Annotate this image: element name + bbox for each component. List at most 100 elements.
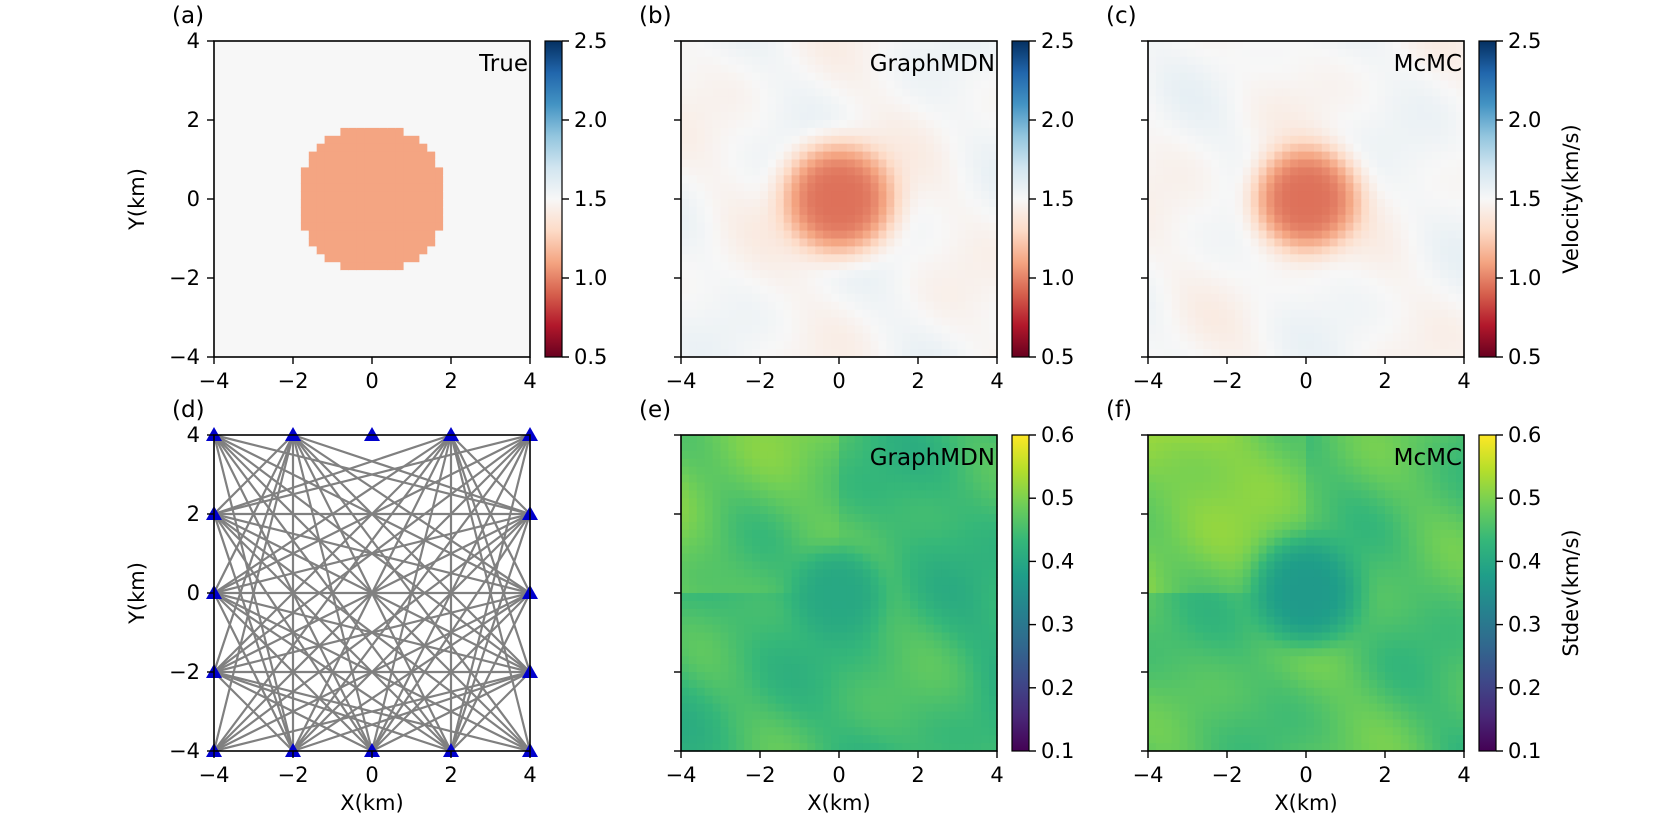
heatmap-cell — [760, 41, 769, 50]
heatmap-cell — [1440, 104, 1449, 113]
heatmap-cell — [451, 143, 460, 153]
heatmap-cell — [387, 175, 397, 184]
heatmap-cell — [1179, 151, 1189, 161]
heatmap-cell — [506, 183, 515, 192]
heatmap-cell — [1392, 270, 1402, 279]
heatmap-cell — [878, 112, 887, 121]
heatmap-cell — [1234, 80, 1244, 89]
heatmap-cell — [775, 333, 785, 342]
heatmap-cell — [490, 349, 499, 358]
heatmap-cell — [767, 64, 777, 74]
heatmap-cell — [720, 80, 729, 89]
heatmap-cell — [1155, 135, 1165, 145]
heatmap-cell — [973, 254, 982, 263]
heatmap-cell — [1148, 214, 1157, 224]
heatmap-cell — [1234, 159, 1244, 168]
heatmap-cell — [395, 151, 405, 161]
heatmap-cell — [245, 341, 255, 350]
heatmap-cell — [1424, 199, 1433, 208]
heatmap-cell — [1203, 72, 1212, 82]
heatmap-cell — [989, 175, 998, 184]
heatmap-cell — [1353, 48, 1362, 58]
heatmap-cell — [965, 167, 974, 176]
heatmap-cell — [261, 175, 270, 184]
heatmap-cell — [1290, 293, 1299, 303]
heatmap-cell — [823, 230, 832, 240]
heatmap-cell — [1369, 96, 1378, 105]
heatmap-cell — [379, 333, 389, 342]
heatmap-cell — [1242, 222, 1252, 232]
heatmap-cell — [831, 285, 840, 295]
heatmap-cell — [870, 56, 880, 66]
heatmap-cell — [1337, 293, 1347, 303]
heatmap-cell — [704, 293, 714, 303]
heatmap-cell — [466, 96, 476, 105]
heatmap-cell — [696, 278, 706, 287]
heatmap-cell — [815, 341, 824, 350]
heatmap-cell — [744, 246, 753, 255]
heatmap-cell — [752, 80, 761, 89]
heatmap-cell — [261, 285, 270, 295]
heatmap-cell — [870, 143, 880, 153]
heatmap-cell — [427, 270, 436, 279]
heatmap-cell — [807, 127, 816, 137]
heatmap-cell — [712, 96, 722, 105]
heatmap-cell — [989, 270, 998, 279]
heatmap-cell — [253, 349, 262, 358]
heatmap-cell — [910, 325, 919, 334]
heatmap-cell — [1187, 96, 1196, 105]
heatmap-cell — [933, 191, 943, 200]
heatmap-cell — [364, 301, 373, 311]
heatmap-cell — [514, 88, 523, 97]
heatmap-cell — [1400, 88, 1410, 97]
heatmap-cell — [214, 262, 223, 271]
heatmap-cell — [1416, 41, 1426, 50]
heatmap-cell — [941, 151, 951, 161]
heatmap-cell — [253, 120, 262, 129]
heatmap-cell — [933, 270, 943, 279]
heatmap-cell — [1345, 167, 1354, 176]
heatmap-cell — [1242, 135, 1252, 145]
heatmap-cell — [332, 254, 341, 263]
heatmap-cell — [379, 222, 389, 232]
heatmap-cell — [1448, 278, 1457, 287]
heatmap-cell — [522, 262, 531, 271]
heatmap-cell — [1187, 183, 1196, 192]
heatmap-cell — [522, 230, 531, 240]
heatmap-cell — [261, 135, 270, 145]
heatmap-cell — [474, 151, 484, 161]
heatmap-cell — [1306, 64, 1315, 74]
heatmap-cell — [340, 317, 349, 326]
heatmap-cell — [1306, 214, 1315, 224]
heatmap-cell — [957, 349, 966, 358]
heatmap-cell — [221, 48, 231, 58]
heatmap-cell — [1234, 206, 1244, 216]
heatmap-cell — [823, 206, 832, 216]
heatmap-cell — [356, 230, 365, 240]
heatmap-cell — [728, 120, 737, 129]
heatmap-cell — [1424, 285, 1433, 295]
heatmap-cell — [261, 325, 270, 334]
heatmap-cell — [1242, 270, 1252, 279]
heatmap-cell — [1369, 104, 1378, 113]
heatmap-cell — [372, 230, 381, 240]
heatmap-cell — [791, 325, 801, 334]
heatmap-cell — [712, 246, 722, 255]
heatmap-cell — [862, 246, 872, 255]
heatmap-cell — [364, 230, 373, 240]
heatmap-cell — [1440, 270, 1449, 279]
heatmap-cell — [324, 246, 334, 255]
heatmap-cell — [1227, 278, 1236, 287]
heatmap-cell — [1432, 325, 1441, 334]
heatmap-cell — [910, 262, 919, 271]
heatmap-cell — [1282, 230, 1291, 240]
heatmap-cell — [1361, 167, 1370, 176]
heatmap-cell — [1274, 72, 1283, 82]
heatmap-cell — [925, 309, 935, 319]
heatmap-cell — [704, 317, 714, 326]
heatmap-cell — [736, 230, 745, 240]
heatmap-cell — [1250, 191, 1260, 200]
heatmap-cell — [1408, 159, 1418, 168]
heatmap-cell — [285, 56, 294, 66]
heatmap-cell — [1456, 309, 1465, 319]
